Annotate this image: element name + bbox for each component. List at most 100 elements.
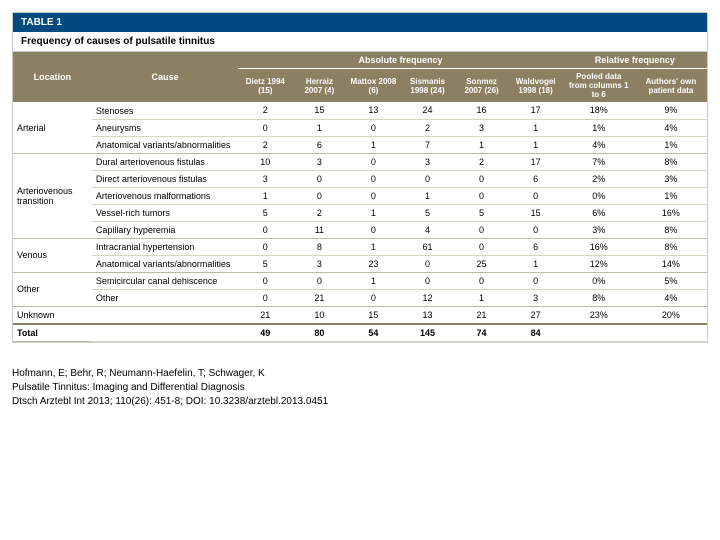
- table-row: Vessel-rich tumors 52155156%16%: [13, 204, 707, 221]
- val: 24: [400, 102, 454, 119]
- col-dietz: Dietz 1994 (15): [238, 69, 292, 103]
- val: 0: [346, 170, 400, 187]
- val: 10: [238, 153, 292, 170]
- val: 12: [400, 289, 454, 306]
- loc-av-transition: Arteriovenous transition: [13, 153, 92, 238]
- val: 80: [292, 324, 346, 342]
- col-pooled: Pooled data from columns 1 to 6: [563, 69, 635, 103]
- val: 6: [509, 238, 563, 255]
- val: 2: [455, 153, 509, 170]
- val: 0%: [563, 272, 635, 289]
- val: 8%: [563, 289, 635, 306]
- val: 0: [455, 187, 509, 204]
- val: 1: [346, 272, 400, 289]
- val: 0: [346, 187, 400, 204]
- val: 0: [509, 221, 563, 238]
- table-row: Unknown 21101513212723%20%: [13, 306, 707, 324]
- val: 5: [238, 255, 292, 272]
- table-row-total: Total 4980541457484: [13, 324, 707, 342]
- val: 8%: [635, 221, 707, 238]
- val: 21: [292, 289, 346, 306]
- cause-cell: Direct arteriovenous fistulas: [92, 170, 238, 187]
- val: 1: [346, 204, 400, 221]
- val: 13: [346, 102, 400, 119]
- val: 3: [292, 255, 346, 272]
- citation-title: Pulsatile Tinnitus: Imaging and Differen…: [12, 381, 708, 395]
- val: 54: [346, 324, 400, 342]
- val: 4%: [635, 119, 707, 136]
- val: 8: [292, 238, 346, 255]
- val: 3: [455, 119, 509, 136]
- cause-cell: [92, 324, 238, 342]
- val: 5: [238, 204, 292, 221]
- val: 0: [509, 187, 563, 204]
- cause-cell: Other: [92, 289, 238, 306]
- val: 14%: [635, 255, 707, 272]
- val: 0: [455, 238, 509, 255]
- val: 20%: [635, 306, 707, 324]
- cause-cell: Semicircular canal dehiscence: [92, 272, 238, 289]
- table-row: Venous Intracranial hypertension 0816106…: [13, 238, 707, 255]
- val: 0: [238, 221, 292, 238]
- col-sonmez: Sonmez 2007 (26): [455, 69, 509, 103]
- val: 5%: [635, 272, 707, 289]
- val: 3: [509, 289, 563, 306]
- val: 1: [455, 289, 509, 306]
- val: 1: [400, 187, 454, 204]
- val: 1%: [635, 136, 707, 153]
- val: 2: [238, 136, 292, 153]
- val: 1: [292, 119, 346, 136]
- val: [563, 324, 635, 342]
- table-row: Anatomical variants/abnormalities 261711…: [13, 136, 707, 153]
- val: 1: [509, 136, 563, 153]
- val: 74: [455, 324, 509, 342]
- col-group-absolute: Absolute frequency: [238, 52, 562, 69]
- val: 23%: [563, 306, 635, 324]
- table-title: Frequency of causes of pulsatile tinnitu…: [13, 32, 707, 52]
- val: 8%: [635, 238, 707, 255]
- frequency-table: Location Cause Absolute frequency Relati…: [13, 52, 707, 342]
- cause-cell: Vessel-rich tumors: [92, 204, 238, 221]
- val: 0: [346, 119, 400, 136]
- val: 1: [509, 255, 563, 272]
- cause-cell: Anatomical variants/abnormalities: [92, 255, 238, 272]
- header-group-row: Location Cause Absolute frequency Relati…: [13, 52, 707, 69]
- table-label: TABLE 1: [13, 13, 707, 32]
- cause-cell: Stenoses: [92, 102, 238, 119]
- val: 10: [292, 306, 346, 324]
- val: 0: [400, 170, 454, 187]
- val: 0: [400, 272, 454, 289]
- table-row: Anatomical variants/abnormalities 532302…: [13, 255, 707, 272]
- val: 7: [400, 136, 454, 153]
- citation-authors: Hofmann, E; Behr, R; Neumann-Haefelin, T…: [12, 367, 708, 381]
- val: 4%: [635, 289, 707, 306]
- val: 0: [346, 153, 400, 170]
- loc-venous: Venous: [13, 238, 92, 272]
- col-location: Location: [13, 52, 92, 102]
- col-cause: Cause: [92, 52, 238, 102]
- val: 9%: [635, 102, 707, 119]
- cause-cell: Intracranial hypertension: [92, 238, 238, 255]
- val: 3%: [635, 170, 707, 187]
- cause-cell: Anatomical variants/abnormalities: [92, 136, 238, 153]
- val: 0: [238, 272, 292, 289]
- val: 11: [292, 221, 346, 238]
- val: 16%: [563, 238, 635, 255]
- val: 4%: [563, 136, 635, 153]
- val: 1: [238, 187, 292, 204]
- val: 0: [455, 221, 509, 238]
- val: 5: [455, 204, 509, 221]
- val: 21: [238, 306, 292, 324]
- val: 0: [455, 272, 509, 289]
- table-row: Aneurysms 0102311%4%: [13, 119, 707, 136]
- val: 7%: [563, 153, 635, 170]
- col-herraiz: Herraiz 2007 (4): [292, 69, 346, 103]
- table-row: Other 021012138%4%: [13, 289, 707, 306]
- val: 61: [400, 238, 454, 255]
- val: 15: [346, 306, 400, 324]
- val: 3: [238, 170, 292, 187]
- val: 0: [292, 272, 346, 289]
- table-row: Other Semicircular canal dehiscence 0010…: [13, 272, 707, 289]
- val: 12%: [563, 255, 635, 272]
- val: 16: [455, 102, 509, 119]
